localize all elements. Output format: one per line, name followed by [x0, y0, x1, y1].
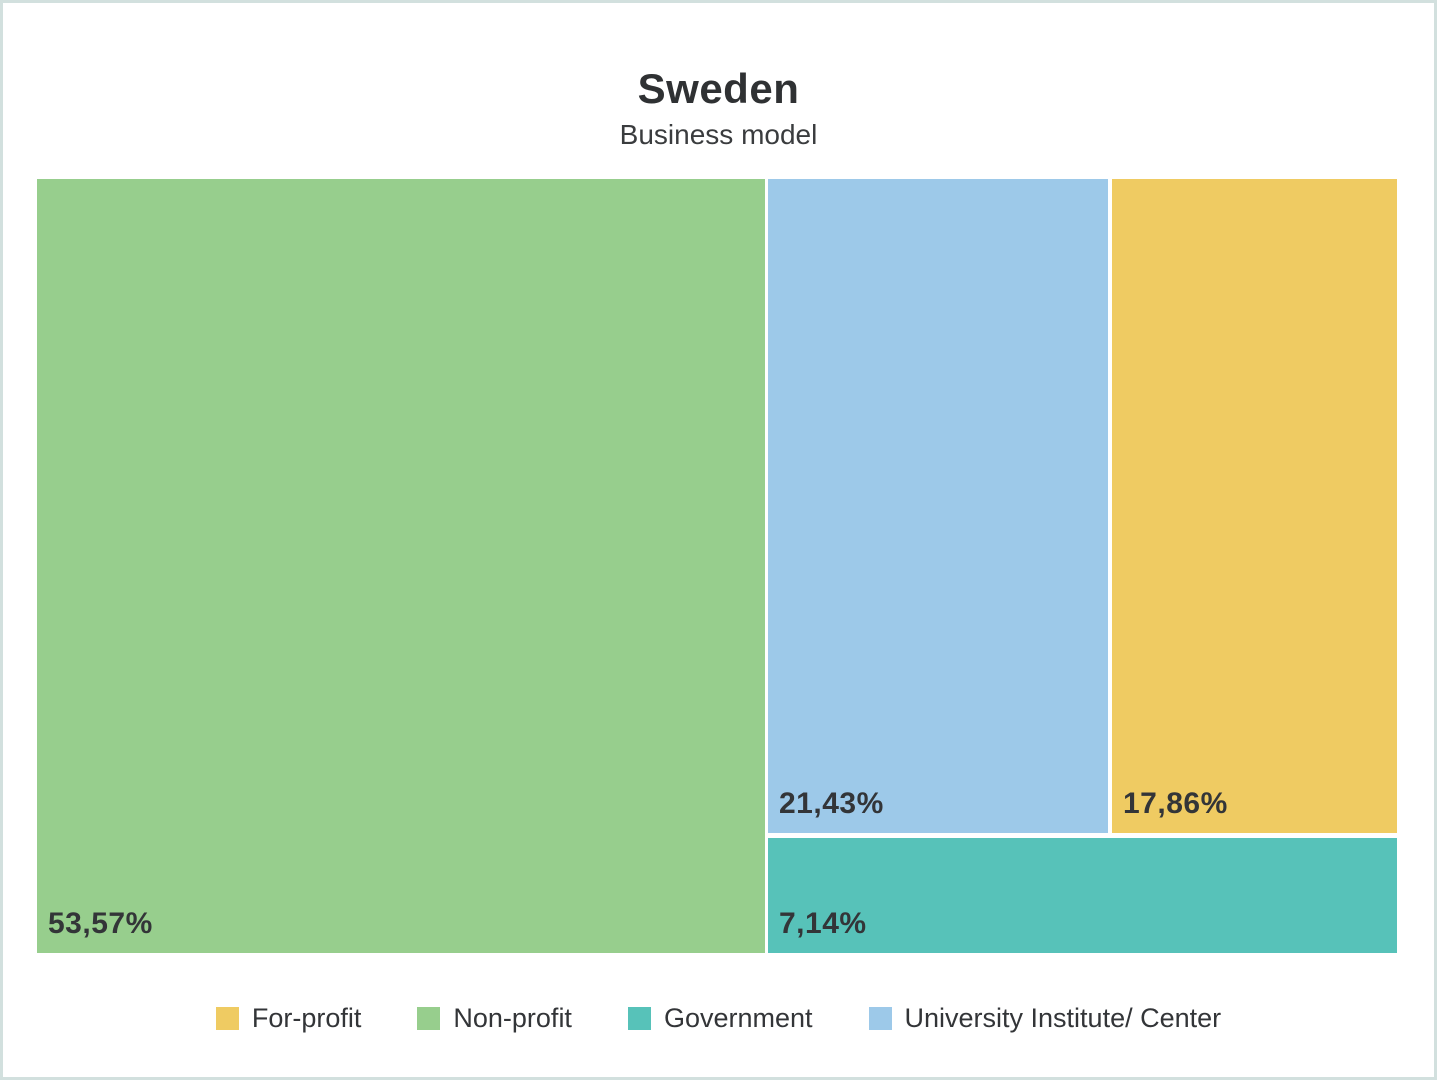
legend-item-university-institute-center: University Institute/ Center [868, 1003, 1222, 1034]
tile-value-label-for-profit: 17,86% [1123, 787, 1228, 820]
treemap-tile-university-institute-center: 21,43% [768, 179, 1108, 833]
legend-swatch-government [627, 1007, 651, 1030]
legend-item-government: Government [627, 1003, 813, 1034]
legend-swatch-university-institute-center [868, 1007, 892, 1030]
chart-title: Sweden [637, 65, 800, 112]
legend-item-non-profit: Non-profit [417, 1003, 572, 1034]
legend-swatch-for-profit [215, 1007, 239, 1030]
legend: For-profit Non-profit Government Univers… [3, 1003, 1434, 1034]
legend-item-for-profit: For-profit [215, 1003, 362, 1034]
legend-label-non-profit: Non-profit [453, 1003, 572, 1033]
legend-swatch-non-profit [417, 1007, 441, 1030]
legend-label-university-institute-center: University Institute/ Center [904, 1003, 1222, 1033]
treemap-tile-for-profit: 17,86% [1112, 179, 1397, 833]
legend-label-government: Government [663, 1003, 813, 1033]
chart-subtitle: Business model [619, 119, 818, 150]
chart-header: Sweden Business model [3, 65, 1434, 151]
treemap-tile-non-profit: 53,57% [37, 179, 765, 953]
tile-value-label-government: 7,14% [779, 907, 867, 940]
tile-value-label-university-institute-center: 21,43% [779, 787, 884, 820]
legend-label-for-profit: For-profit [251, 1003, 362, 1033]
treemap: 53,57% 21,43% 17,86% 7,14% [37, 179, 1397, 953]
tile-value-label-non-profit: 53,57% [48, 907, 153, 940]
treemap-tile-government: 7,14% [768, 838, 1397, 953]
